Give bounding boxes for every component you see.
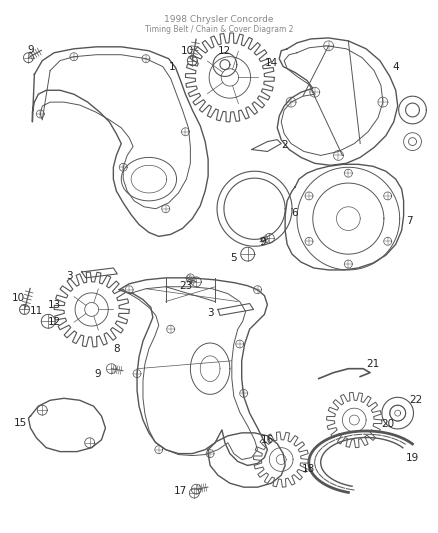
Text: 19: 19 <box>406 453 419 463</box>
Text: 21: 21 <box>367 359 380 369</box>
Text: 16: 16 <box>261 435 274 445</box>
Text: 1: 1 <box>169 62 176 71</box>
Text: 12: 12 <box>218 46 232 56</box>
Text: 9: 9 <box>27 45 34 55</box>
Text: 6: 6 <box>292 208 298 217</box>
Text: 8: 8 <box>113 344 120 354</box>
Text: 3: 3 <box>67 271 73 281</box>
Text: 22: 22 <box>409 395 422 405</box>
Text: 13: 13 <box>47 300 61 310</box>
Text: 10: 10 <box>12 293 25 303</box>
Text: 2: 2 <box>281 140 287 150</box>
Text: 17: 17 <box>174 486 187 496</box>
Text: 9: 9 <box>259 237 266 247</box>
Text: 20: 20 <box>381 419 394 429</box>
Text: 12: 12 <box>47 317 61 327</box>
Text: 3: 3 <box>207 309 213 318</box>
Text: Timing Belt / Chain & Cover Diagram 2: Timing Belt / Chain & Cover Diagram 2 <box>145 25 293 34</box>
Text: 4: 4 <box>392 62 399 71</box>
Text: 9: 9 <box>94 369 101 378</box>
Text: 23: 23 <box>179 281 192 291</box>
Text: 1998 Chrysler Concorde: 1998 Chrysler Concorde <box>164 15 274 23</box>
Text: 10: 10 <box>181 46 194 56</box>
Text: 7: 7 <box>406 215 413 225</box>
Text: 5: 5 <box>230 253 237 263</box>
Text: 15: 15 <box>14 418 27 428</box>
Text: 18: 18 <box>302 464 315 474</box>
Text: 14: 14 <box>265 58 278 68</box>
Text: 11: 11 <box>30 306 43 317</box>
